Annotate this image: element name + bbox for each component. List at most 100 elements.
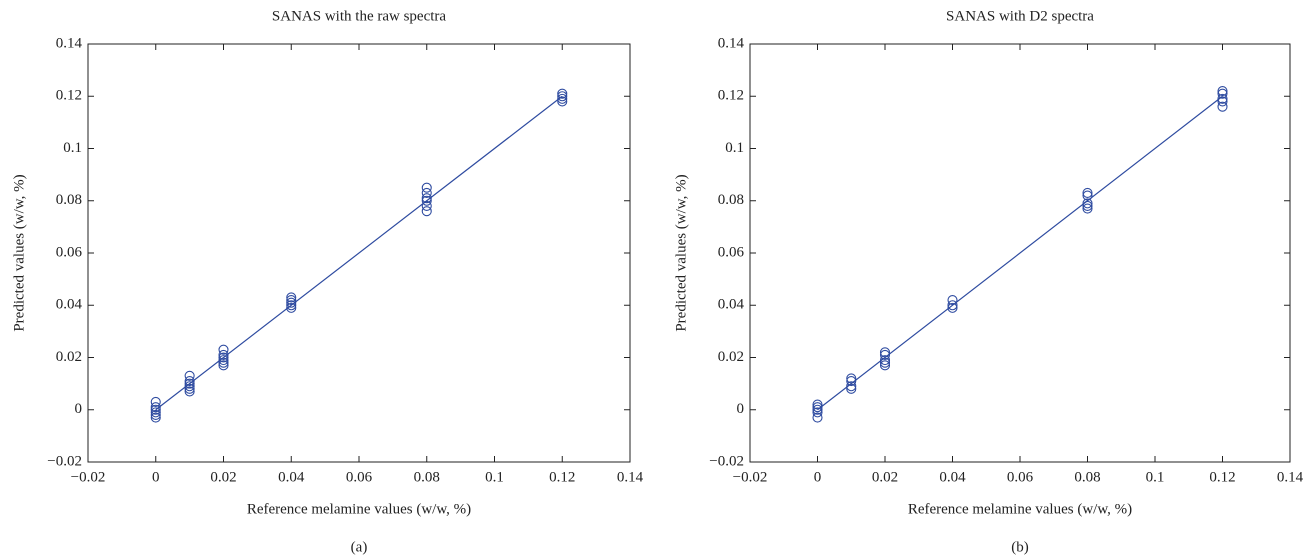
caption: (a) [351, 539, 368, 555]
x-tick-label: 0.14 [617, 469, 644, 485]
y-tick-label: 0.14 [56, 35, 83, 51]
point [557, 93, 568, 104]
point [879, 349, 891, 360]
point [846, 375, 857, 387]
point [286, 292, 297, 303]
point [421, 195, 432, 206]
y-tick-label: 0.08 [718, 192, 744, 208]
x-tick-label: 0.02 [210, 469, 236, 485]
point [184, 386, 195, 397]
x-tick-label: 0.1 [485, 469, 504, 485]
x-tick-label: 0 [152, 469, 160, 485]
point [218, 352, 229, 363]
point [1082, 203, 1093, 214]
x-tick-label: 0 [814, 469, 822, 485]
point [812, 399, 823, 410]
point [947, 302, 958, 313]
y-tick-label: 0.1 [725, 140, 744, 156]
y-axis-label: Predicted values (w/w, %) [673, 174, 689, 331]
point [218, 349, 229, 360]
point [1217, 85, 1228, 97]
point [218, 344, 229, 355]
point [184, 383, 195, 394]
y-tick-label: 0.08 [56, 192, 82, 208]
chart-title: SANAS with D2 spectra [946, 8, 1094, 24]
y-tick-label: −0.02 [47, 453, 82, 469]
point [421, 193, 432, 204]
point [150, 402, 161, 413]
y-tick-label: 0.02 [718, 349, 744, 365]
point [557, 91, 568, 102]
point [879, 355, 891, 366]
point [150, 412, 161, 423]
x-tick-label: 0.04 [939, 469, 966, 485]
x-tick-label: 0.06 [346, 469, 373, 485]
y-tick-label: −0.02 [709, 453, 744, 469]
point [218, 357, 229, 368]
point [421, 200, 432, 212]
point [1082, 198, 1093, 209]
point [1082, 190, 1093, 201]
fit-line [817, 95, 1223, 411]
point [184, 381, 195, 392]
x-axis-label: Reference melamine values (w/w, %) [247, 501, 471, 517]
point [286, 300, 297, 311]
point [1082, 187, 1093, 198]
point [286, 297, 297, 308]
x-tick-label: 0.02 [872, 469, 898, 485]
point [879, 347, 891, 358]
y-tick-label: 0.06 [56, 244, 83, 260]
point [812, 402, 823, 413]
y-tick-label: 0.02 [56, 349, 82, 365]
x-tick-label: 0.08 [1074, 469, 1100, 485]
y-tick-label: 0.12 [56, 88, 82, 104]
point [557, 88, 568, 99]
x-tick-label: 0.06 [1007, 469, 1034, 485]
point [184, 378, 195, 389]
point [150, 409, 161, 421]
point [184, 370, 195, 381]
point [184, 375, 195, 387]
y-tick-label: 0.04 [718, 297, 745, 313]
x-tick-label: 0.1 [1146, 469, 1165, 485]
x-tick-label: 0.08 [414, 469, 440, 485]
y-tick-label: 0.06 [718, 244, 745, 260]
point [947, 294, 958, 306]
y-axis-label: Predicted values (w/w, %) [11, 174, 27, 331]
point [1217, 93, 1228, 104]
point [421, 187, 432, 198]
x-tick-label: 0.12 [549, 469, 575, 485]
chart-title: SANAS with the raw spectra [272, 8, 446, 24]
point [812, 412, 823, 423]
y-tick-label: 0.12 [718, 88, 744, 104]
point [218, 355, 229, 366]
point [1217, 96, 1228, 107]
point [150, 404, 161, 415]
x-tick-label: −0.02 [733, 469, 768, 485]
point [150, 396, 161, 407]
point [557, 96, 568, 107]
point [150, 407, 161, 418]
point [879, 360, 891, 371]
point [846, 383, 857, 394]
point [846, 373, 857, 384]
point [846, 381, 857, 392]
point [1217, 88, 1228, 99]
point [812, 404, 823, 415]
point [1082, 200, 1093, 212]
point [286, 302, 297, 313]
point [1217, 101, 1228, 112]
y-tick-label: 0 [737, 401, 745, 417]
fit-line [155, 95, 563, 411]
y-tick-label: 0.1 [63, 140, 82, 156]
y-tick-label: 0.14 [718, 35, 745, 51]
point [879, 357, 891, 368]
x-tick-label: 0.12 [1209, 469, 1235, 485]
point [286, 294, 297, 306]
point [421, 182, 432, 193]
y-tick-label: 0 [75, 401, 83, 417]
point [218, 360, 229, 371]
caption: (b) [1011, 539, 1029, 555]
point [812, 407, 823, 418]
point [421, 206, 432, 217]
